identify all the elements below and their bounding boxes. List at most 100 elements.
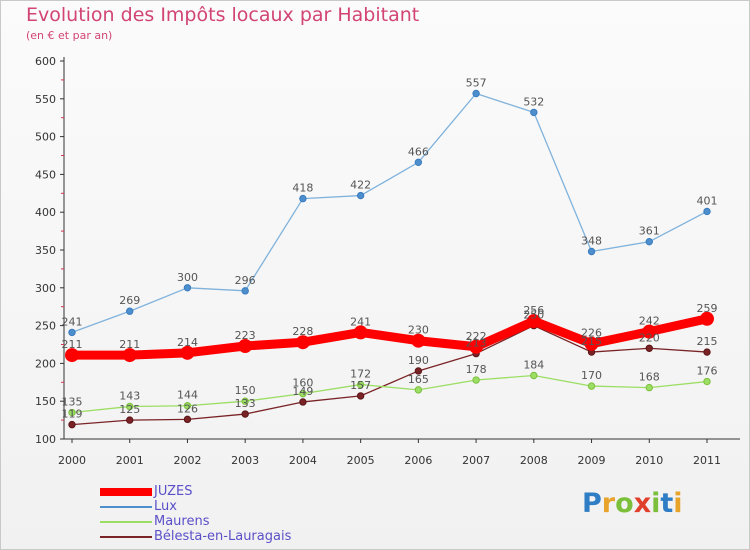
data-label: 223 xyxy=(235,329,256,342)
data-point xyxy=(356,380,365,389)
data-label: 172 xyxy=(350,368,371,381)
x-tick-label: 2000 xyxy=(58,454,86,467)
logo-letter: r xyxy=(601,488,616,519)
legend-swatch xyxy=(100,536,152,538)
data-point xyxy=(299,389,307,398)
y-tick-label: 100 xyxy=(35,433,56,446)
y-tick-label: 550 xyxy=(35,93,56,106)
data-point xyxy=(530,108,538,117)
x-tick-label: 2005 xyxy=(347,454,375,467)
data-label: 241 xyxy=(62,315,83,328)
data-point xyxy=(587,382,596,390)
data-point xyxy=(180,345,195,360)
data-label: 157 xyxy=(350,379,371,392)
data-point xyxy=(126,402,134,411)
data-point xyxy=(645,383,653,392)
data-point xyxy=(299,398,307,406)
series-line-0 xyxy=(72,314,708,360)
x-tick-label: 2007 xyxy=(462,454,490,467)
legend-swatch xyxy=(100,488,152,496)
data-label: 242 xyxy=(639,315,660,328)
data-point xyxy=(126,416,134,424)
proxiti-logo: Proxiti xyxy=(582,488,683,519)
data-label: 184 xyxy=(523,358,544,371)
data-label: 348 xyxy=(581,235,602,248)
logo-letter: P xyxy=(582,488,602,519)
data-label: 176 xyxy=(697,365,718,378)
y-tick-label: 200 xyxy=(35,357,56,370)
data-label: 220 xyxy=(639,331,660,344)
data-label: 144 xyxy=(177,389,198,402)
data-label: 532 xyxy=(523,95,544,108)
data-point xyxy=(68,420,76,429)
series-line-1 xyxy=(71,92,708,334)
data-point xyxy=(65,348,79,363)
data-label: 168 xyxy=(639,371,660,384)
data-label: 170 xyxy=(581,369,602,382)
series-line-2 xyxy=(71,374,708,414)
x-tick-label: 2008 xyxy=(520,454,548,467)
data-point xyxy=(700,311,714,326)
data-point xyxy=(356,191,365,200)
y-tick-label: 600 xyxy=(35,55,56,68)
data-label: 211 xyxy=(119,338,140,351)
data-label: 125 xyxy=(119,403,140,416)
data-label: 215 xyxy=(697,335,718,348)
y-tick-label: 150 xyxy=(35,395,56,408)
logo-letter: i xyxy=(651,488,661,519)
data-point xyxy=(530,371,538,380)
data-point xyxy=(414,386,423,394)
data-label: 269 xyxy=(119,294,140,307)
data-point xyxy=(356,392,365,400)
legend-swatch xyxy=(100,506,152,508)
y-tick-label: 450 xyxy=(35,168,56,181)
data-point xyxy=(703,377,711,386)
data-point xyxy=(645,237,653,246)
data-point xyxy=(122,348,137,363)
data-point xyxy=(472,89,480,98)
logo-letter: i xyxy=(673,488,683,519)
y-tick-label: 300 xyxy=(35,282,56,295)
y-tick-label: 500 xyxy=(35,131,56,144)
x-tick-label: 2006 xyxy=(404,454,432,467)
data-point xyxy=(126,307,134,315)
data-label: 135 xyxy=(62,396,83,409)
data-point xyxy=(472,376,480,384)
data-label: 300 xyxy=(177,271,198,284)
x-tick-label: 2011 xyxy=(693,454,721,467)
data-label: 557 xyxy=(466,77,487,90)
logo-letter: t xyxy=(660,488,674,519)
x-tick-label: 2004 xyxy=(289,454,317,467)
data-point xyxy=(183,415,192,424)
data-label: 149 xyxy=(292,385,313,398)
data-label: 211 xyxy=(62,338,83,351)
data-point xyxy=(238,339,253,354)
logo-letter: x xyxy=(633,488,652,519)
data-label: 160 xyxy=(292,377,313,390)
data-point xyxy=(295,335,310,350)
data-label: 119 xyxy=(62,408,83,421)
data-label: 228 xyxy=(292,325,313,338)
data-label: 466 xyxy=(408,145,429,158)
data-label: 213 xyxy=(466,337,487,350)
logo-letter: o xyxy=(615,488,634,519)
legend-label: JUZES xyxy=(154,484,193,499)
data-point xyxy=(703,348,711,356)
data-point xyxy=(353,325,368,340)
data-point xyxy=(414,158,423,167)
x-tick-label: 2003 xyxy=(231,454,259,467)
data-point xyxy=(183,402,192,410)
data-label: 165 xyxy=(408,373,429,386)
y-tick-label: 250 xyxy=(35,320,56,333)
data-point xyxy=(68,328,76,337)
chart-title: Evolution des Impôts locaux par Habitant xyxy=(26,4,420,26)
data-label: 226 xyxy=(581,327,602,340)
data-label: 241 xyxy=(350,315,371,328)
data-point xyxy=(183,284,192,292)
data-label: 215 xyxy=(581,335,602,348)
data-label: 259 xyxy=(697,302,718,315)
data-point xyxy=(526,314,541,329)
data-point xyxy=(645,344,653,352)
